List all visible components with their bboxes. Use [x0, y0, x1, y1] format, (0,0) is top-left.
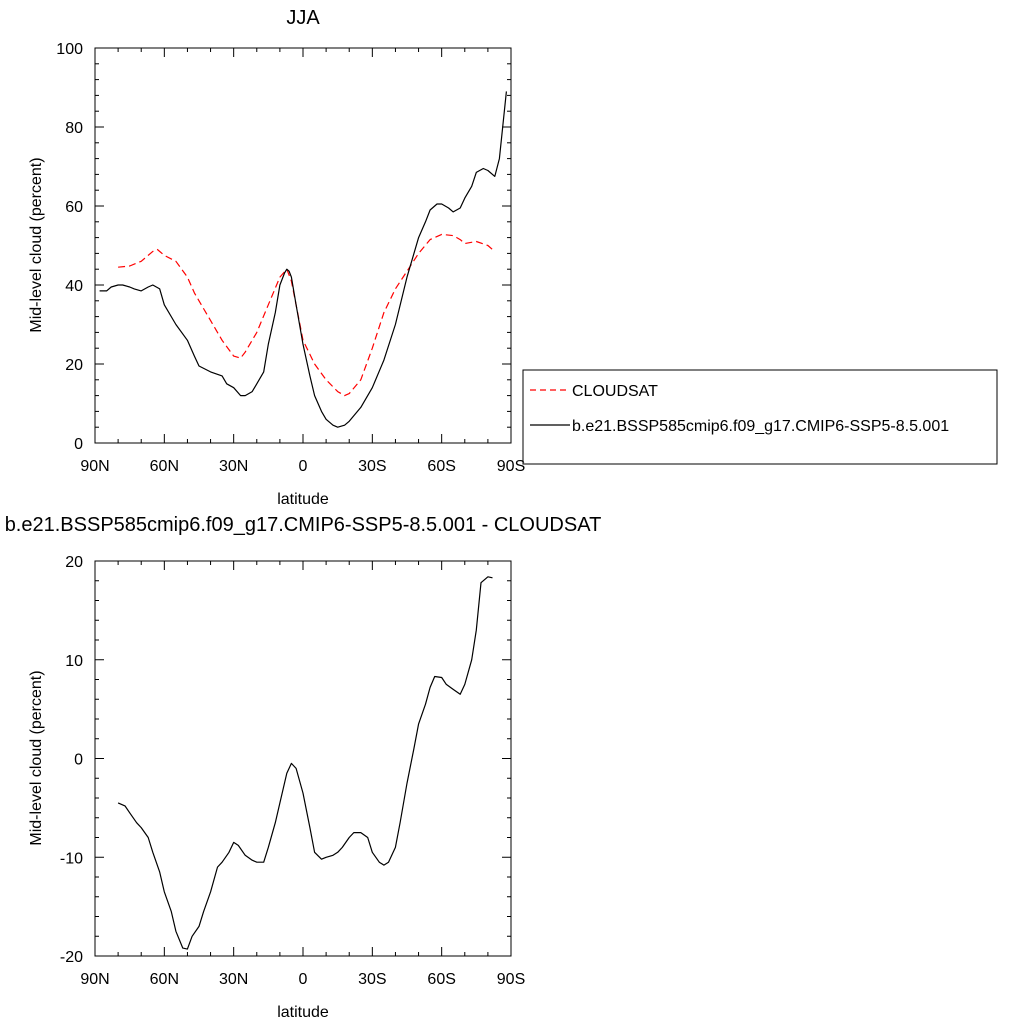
- chart-bottom-title: b.e21.BSSP585cmip6.f09_g17.CMIP6-SSP5-8.…: [5, 514, 602, 536]
- chart-top-ytick-label: 0: [74, 436, 83, 453]
- chart-bottom-ytick-label: 0: [74, 752, 83, 769]
- chart-top: JJA 90N 60N 30N 0 30S 60S 90S 0 20 40 60 80 100 lati…: [28, 7, 998, 508]
- chart-top-xtick-label: 0: [299, 458, 308, 475]
- chart-top-xtick-label: 90S: [497, 458, 525, 475]
- chart-top-ticks: 90N 60N 30N 0 30S 60S 90S 0 20 40 60 80 100: [56, 41, 525, 475]
- chart-bottom-ytick-label: 10: [65, 653, 83, 670]
- chart-top-ylabel: Mid-level cloud (percent): [28, 157, 45, 332]
- chart-bottom-xtick-label: 0: [299, 971, 308, 988]
- chart-top-plot-area: 90N 60N 30N 0 30S 60S 90S 0 20 40 60 80 100: [56, 41, 525, 475]
- chart-top-xtick-label: 90N: [80, 458, 109, 475]
- chart-bottom-ytick-label: -10: [60, 850, 83, 867]
- legend-label-model: b.e21.BSSP585cmip6.f09_g17.CMIP6-SSP5-8.…: [572, 418, 949, 435]
- chart-top-xtick-label: 60S: [427, 458, 455, 475]
- chart-bottom-ticks: 90N 60N 30N 0 30S 60S 90S -20 -10 0 10 20: [60, 554, 525, 988]
- chart-bottom-xtick-label: 60N: [150, 971, 179, 988]
- chart-bottom-plot-area: 90N 60N 30N 0 30S 60S 90S -20 -10 0 10 20: [60, 554, 525, 988]
- chart-bottom-frame: [94, 560, 512, 957]
- chart-bottom: b.e21.BSSP585cmip6.f09_g17.CMIP6-SSP5-8.…: [5, 514, 602, 1021]
- chart-top-ytick-label: 100: [56, 41, 83, 58]
- chart-bottom-ytick-label: 20: [65, 554, 83, 571]
- chart-top-xtick-label: 30S: [358, 458, 386, 475]
- chart-bottom-lines: [117, 576, 493, 950]
- legend-box: [522, 369, 998, 465]
- legend-label-cloudsat: CLOUDSAT: [572, 383, 658, 400]
- chart-top-ytick-label: 40: [65, 278, 83, 295]
- chart-top-xtick-label: 30N: [219, 458, 248, 475]
- chart-top-xlabel: latitude: [277, 491, 329, 508]
- chart-bottom-ylabel: Mid-level cloud (percent): [28, 670, 45, 845]
- chart-top-series-line-1: [99, 91, 507, 428]
- chart-top-xtick-label: 60N: [150, 458, 179, 475]
- chart-bottom-xtick-label: 30N: [219, 971, 248, 988]
- chart-top-ytick-label: 20: [65, 357, 83, 374]
- chart-top-title: JJA: [286, 7, 320, 29]
- chart-bottom-xtick-label: 90S: [497, 971, 525, 988]
- chart-top-ytick-label: 80: [65, 120, 83, 137]
- chart-top-lines: [99, 91, 507, 428]
- chart-top-frame: [94, 47, 512, 444]
- chart-bottom-ytick-label: -20: [60, 949, 83, 966]
- chart-bottom-xtick-label: 30S: [358, 971, 386, 988]
- chart-top-series-line-0: [118, 233, 493, 397]
- chart-bottom-xlabel: latitude: [277, 1004, 329, 1021]
- chart-top-ytick-label: 60: [65, 199, 83, 216]
- chart-bottom-xtick-label: 60S: [427, 971, 455, 988]
- chart-top-legend: CLOUDSAT b.e21.BSSP585cmip6.f09_g17.CMIP…: [522, 369, 998, 465]
- chart-bottom-series-line-0: [117, 576, 493, 950]
- chart-bottom-xtick-label: 90N: [80, 971, 109, 988]
